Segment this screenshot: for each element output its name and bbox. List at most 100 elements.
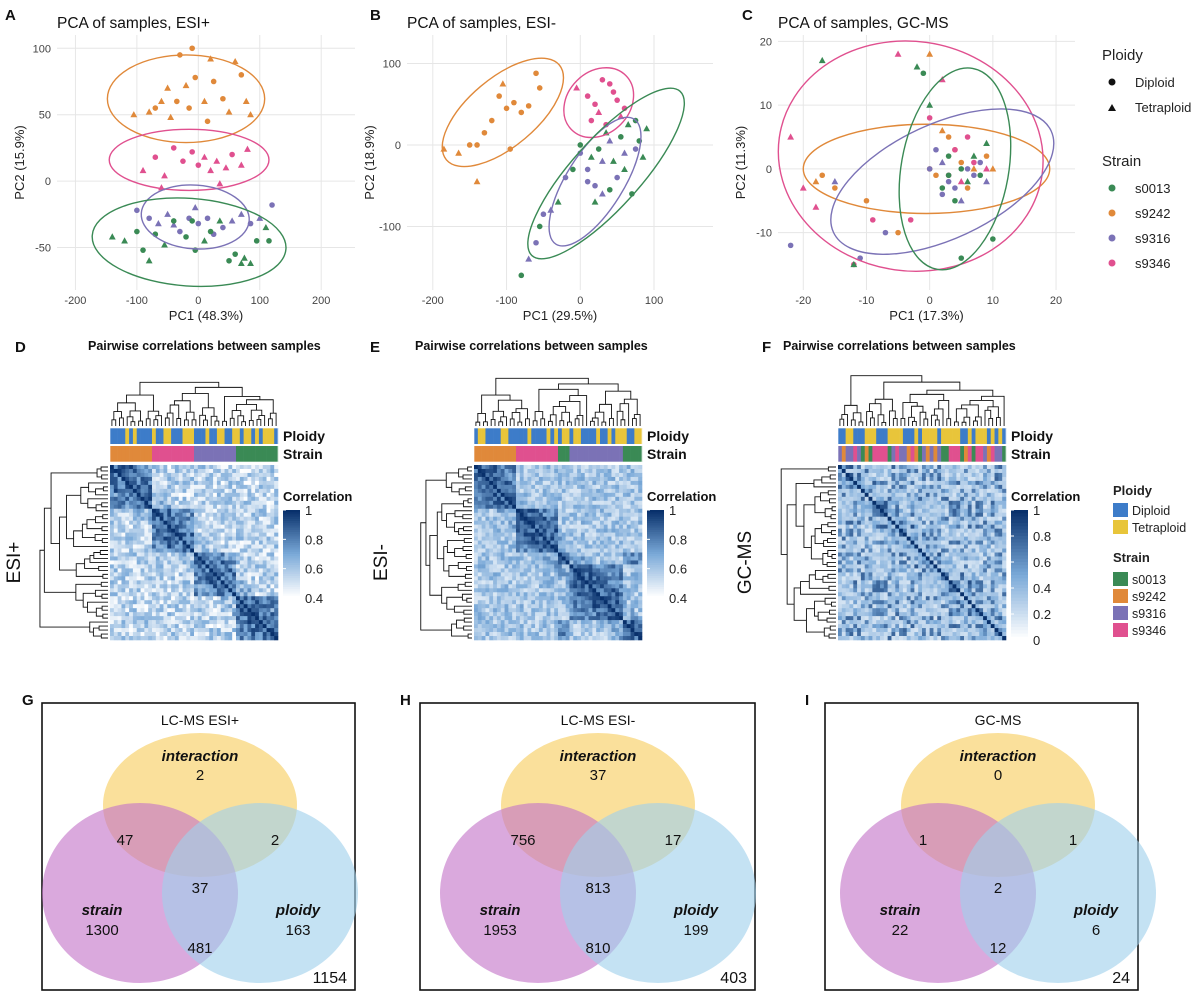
heatmap-cell (565, 465, 570, 470)
point-s0013-diploid (536, 223, 543, 230)
heatmap-cell (239, 564, 244, 569)
heatmap-cell (171, 580, 176, 585)
heatmap-cell (523, 484, 528, 490)
point-s9242-diploid (536, 85, 543, 91)
heatmap-cell (630, 504, 635, 510)
heatmap-cell (205, 512, 210, 518)
point-s0013-diploid (134, 228, 140, 235)
heatmap-cell (546, 520, 551, 525)
heatmap-cell (550, 520, 555, 525)
heatmap-cell (251, 496, 256, 502)
dendrogram-branch (827, 466, 836, 472)
heatmap-cell (117, 588, 122, 593)
heatmap-cell (274, 568, 279, 573)
point-s9316-tetraploid (154, 219, 162, 227)
ploidy-cell-tetraploid (132, 428, 138, 444)
heatmap-cell (500, 528, 505, 533)
heatmap-cell (569, 600, 574, 605)
heatmap-cell (508, 592, 513, 597)
heatmap-cell (194, 628, 199, 633)
heatmap-cell (197, 465, 202, 470)
heatmap-cell (565, 476, 570, 482)
heatmap-cell (504, 465, 509, 470)
heatmap-cell (194, 520, 199, 525)
heatmap-cell (274, 560, 279, 565)
heatmap-cell (178, 528, 183, 533)
heatmap-cell (209, 504, 214, 510)
heatmap-cell (220, 612, 225, 617)
heatmap-cell (163, 532, 168, 537)
heatmap-cell (117, 492, 122, 498)
heatmap-cell (121, 584, 126, 589)
heatmap-cell (603, 596, 608, 601)
dendrogram-branch (126, 416, 134, 426)
heatmap-cell (110, 596, 115, 601)
heatmap-cell (270, 528, 275, 533)
heatmap-cell (190, 628, 195, 633)
ploidy-cell-tetraploid (983, 428, 988, 444)
heatmap-cell (565, 616, 570, 621)
strain-cell-s0013 (255, 446, 260, 462)
heatmap-cell (209, 584, 214, 589)
point-s9242-diploid (204, 118, 211, 125)
heatmap-cell (236, 480, 241, 486)
heatmap-cell (592, 632, 597, 637)
heatmap-cell (159, 592, 164, 597)
heatmap-cell (243, 556, 248, 561)
heatmap-cell (622, 564, 628, 569)
heatmap-cell (213, 580, 218, 585)
heatmap-cell (209, 528, 214, 533)
heatmap-cell (224, 492, 229, 498)
colorbar-segment (283, 580, 300, 583)
heatmap-title: Pairwise correlations between samples (415, 339, 648, 353)
heatmap-cell (538, 624, 544, 629)
heatmap-cell (538, 592, 544, 597)
heatmap-cell (485, 632, 490, 637)
heatmap-cell (247, 472, 252, 478)
dendrogram-branch (466, 597, 472, 603)
heatmap-cell (493, 632, 498, 637)
heatmap-cell (205, 516, 210, 521)
heatmap-cell (247, 504, 252, 510)
strain-cell-s9242 (512, 446, 517, 462)
heatmap-cell (626, 556, 631, 561)
heatmap-cell (622, 572, 628, 577)
heatmap-cell (197, 576, 202, 581)
heatmap-cell (512, 572, 517, 577)
heatmap-cell (232, 528, 237, 533)
heatmap-cell (603, 572, 608, 577)
heatmap-cell (182, 548, 187, 553)
dendrogram-branch (246, 399, 274, 414)
heatmap-cell (558, 484, 563, 490)
heatmap-cell (152, 548, 157, 553)
heatmap-cell (554, 548, 559, 553)
heatmap-cell (167, 500, 172, 506)
heatmap-cell (512, 560, 517, 565)
heatmap-cell (144, 588, 149, 593)
heatmap-cell (159, 496, 164, 502)
heatmap-cell (201, 624, 206, 629)
heatmap-cell (630, 508, 635, 514)
heatmap-cell (159, 572, 164, 577)
heatmap-cell (136, 608, 141, 613)
heatmap-cell (546, 468, 551, 474)
heatmap-cell (148, 636, 153, 641)
heatmap-cell (607, 556, 612, 561)
heatmap-cell (125, 540, 130, 545)
ploidy-cell-diploid (197, 428, 202, 444)
heatmap-cell (622, 488, 628, 494)
dendrogram-branch (111, 419, 117, 426)
point-s9242-diploid (466, 142, 473, 148)
heatmap-cell (129, 548, 134, 553)
dendrogram-branch (202, 407, 215, 417)
heatmap-cell (110, 556, 115, 561)
colorbar-segment (647, 554, 664, 557)
heatmap-cell (607, 592, 612, 597)
heatmap-cell (573, 512, 578, 518)
heatmap-cell (110, 636, 115, 641)
heatmap-cell (516, 484, 521, 490)
heatmap-cell (485, 572, 490, 577)
heatmap-cell (531, 620, 536, 625)
heatmap-cell (197, 496, 202, 502)
dendrogram-branch (237, 415, 245, 426)
